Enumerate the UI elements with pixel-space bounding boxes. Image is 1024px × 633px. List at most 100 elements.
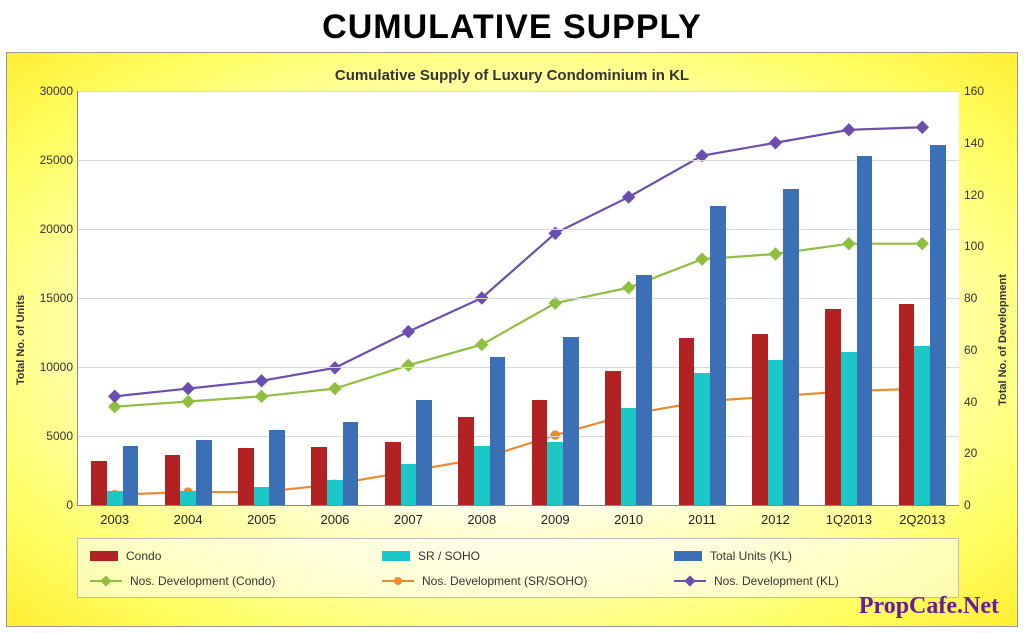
y-right-tick: 100 (964, 239, 1004, 253)
bar-sr-soho (621, 408, 637, 505)
marker (550, 298, 561, 309)
bar-condo (385, 442, 401, 505)
legend-label: SR / SOHO (418, 549, 480, 563)
bar-condo (458, 417, 474, 505)
y-left-tick: 30000 (23, 84, 73, 98)
bar-sr-soho (327, 480, 343, 505)
bar-sr-soho (694, 373, 710, 505)
marker (623, 282, 634, 293)
gridline (78, 229, 959, 230)
y-left-tick: 10000 (23, 360, 73, 374)
legend-item: Nos. Development (Condo) (90, 574, 362, 588)
legend-swatch (90, 575, 122, 587)
bar-condo (825, 309, 841, 505)
bar-total-units-kl- (490, 357, 506, 505)
bar-total-units-kl- (930, 145, 946, 505)
marker (696, 254, 707, 265)
marker (623, 191, 634, 202)
x-category-label: 2012 (761, 512, 790, 527)
legend-item: SR / SOHO (382, 549, 654, 563)
marker (109, 391, 120, 402)
legend-item: Condo (90, 549, 362, 563)
bar-total-units-kl- (710, 206, 726, 505)
y-right-tick: 120 (964, 188, 1004, 202)
legend-label: Nos. Development (Condo) (130, 574, 275, 588)
legend-swatch (674, 575, 706, 587)
y-left-tick: 20000 (23, 222, 73, 236)
y-left-tick: 15000 (23, 291, 73, 305)
x-category-label: 2007 (394, 512, 423, 527)
plot-area: 0500010000150002000025000300000204060801… (77, 91, 959, 506)
marker (403, 360, 414, 371)
marker (329, 383, 340, 394)
y-left-tick: 5000 (23, 429, 73, 443)
x-category-label: 2008 (467, 512, 496, 527)
marker (917, 122, 928, 133)
bar-condo (238, 448, 254, 505)
bar-total-units-kl- (636, 275, 652, 505)
legend-item: Total Units (KL) (674, 549, 946, 563)
legend-label: Total Units (KL) (710, 549, 792, 563)
x-category-label: 1Q2013 (826, 512, 872, 527)
page-title: CUMULATIVE SUPPLY (0, 0, 1024, 51)
gridline (78, 91, 959, 92)
bar-sr-soho (180, 491, 196, 505)
y-left-tick: 0 (23, 498, 73, 512)
marker (843, 238, 854, 249)
marker (476, 339, 487, 350)
bar-total-units-kl- (343, 422, 359, 505)
bar-total-units-kl- (563, 337, 579, 505)
marker (843, 124, 854, 135)
marker (182, 396, 193, 407)
bar-condo (165, 455, 181, 505)
y-right-tick: 0 (964, 498, 1004, 512)
x-category-label: 2010 (614, 512, 643, 527)
bar-total-units-kl- (269, 430, 285, 505)
y-left-tick: 25000 (23, 153, 73, 167)
legend: Condo SR / SOHO Total Units (KL) Nos. Devel… (77, 538, 959, 598)
marker (917, 238, 928, 249)
bar-sr-soho (768, 360, 784, 505)
bar-condo (899, 304, 915, 505)
x-category-label: 2004 (174, 512, 203, 527)
chart-subtitle: Cumulative Supply of Luxury Condominium … (7, 67, 1017, 84)
line-nos-development-condo- (115, 244, 923, 407)
legend-item: Nos. Development (SR/SOHO) (382, 574, 654, 588)
bar-sr-soho (254, 487, 270, 505)
marker (256, 375, 267, 386)
watermark: PropCafe.Net (859, 593, 999, 620)
bar-sr-soho (401, 464, 417, 505)
marker (770, 248, 781, 259)
x-category-label: 2005 (247, 512, 276, 527)
x-category-label: 2003 (100, 512, 129, 527)
x-category-label: 2Q2013 (899, 512, 945, 527)
gridline (78, 160, 959, 161)
x-category-label: 2009 (541, 512, 570, 527)
bar-sr-soho (547, 442, 563, 505)
marker (256, 391, 267, 402)
bar-condo (605, 371, 621, 505)
legend-swatch (382, 575, 414, 587)
chart-container: Cumulative Supply of Luxury Condominium … (6, 52, 1018, 627)
legend-label: Nos. Development (SR/SOHO) (422, 574, 587, 588)
y-right-tick: 80 (964, 291, 1004, 305)
line-nos-development-kl- (115, 127, 923, 396)
line-nos-development-sr-soho- (115, 389, 923, 495)
bar-condo (532, 400, 548, 505)
legend-label: Condo (126, 549, 161, 563)
legend-label: Nos. Development (KL) (714, 574, 839, 588)
legend-swatch (90, 551, 118, 561)
bar-total-units-kl- (416, 400, 432, 505)
y-right-tick: 60 (964, 343, 1004, 357)
marker (182, 383, 193, 394)
bar-condo (311, 447, 327, 505)
marker (403, 326, 414, 337)
bar-total-units-kl- (857, 156, 873, 505)
bar-condo (752, 334, 768, 505)
legend-item: Nos. Development (KL) (674, 574, 946, 588)
bar-sr-soho (841, 352, 857, 505)
x-category-label: 2011 (688, 512, 716, 527)
bar-sr-soho (474, 446, 490, 505)
bar-condo (91, 461, 107, 505)
y-right-tick: 160 (964, 84, 1004, 98)
